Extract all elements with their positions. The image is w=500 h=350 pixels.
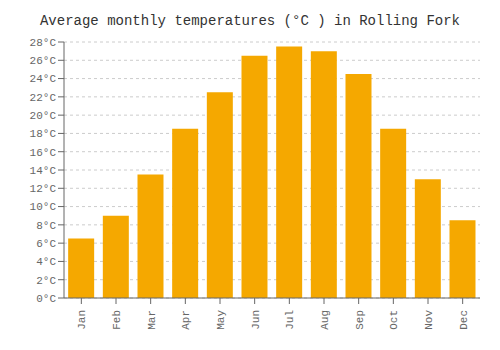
svg-text:Feb: Feb (111, 310, 123, 330)
svg-text:14°C: 14°C (30, 165, 57, 177)
svg-text:12°C: 12°C (30, 183, 57, 195)
html-text:Average monthly temperatures (: Average monthly temperatures (°C ) in Ro… (40, 13, 460, 29)
svg-text:May: May (215, 310, 227, 330)
svg-text:Oct: Oct (388, 310, 400, 330)
svg-text:2°C: 2°C (36, 275, 56, 287)
svg-text:Jul: Jul (284, 310, 296, 330)
svg-text:Apr: Apr (180, 310, 192, 330)
svg-text:Nov: Nov (423, 310, 435, 330)
svg-text:Aug: Aug (319, 310, 331, 330)
svg-text:16°C: 16°C (30, 147, 57, 159)
svg-text:Mar: Mar (146, 310, 158, 330)
svg-text:28°C: 28°C (30, 37, 57, 49)
svg-text:Dec: Dec (458, 310, 470, 330)
svg-text:8°C: 8°C (36, 220, 56, 232)
svg-text:4°C: 4°C (36, 256, 56, 268)
svg-text:Sep: Sep (354, 310, 366, 330)
svg-text:24°C: 24°C (30, 73, 57, 85)
svg-text:Jun: Jun (250, 310, 262, 330)
svg-text:18°C: 18°C (30, 128, 57, 140)
svg-text:20°C: 20°C (30, 110, 57, 122)
svg-text:10°C: 10°C (30, 201, 57, 213)
svg-text:6°C: 6°C (36, 238, 56, 250)
svg-text:22°C: 22°C (30, 92, 57, 104)
svg-text:0°C: 0°C (36, 293, 56, 305)
svg-text:Jan: Jan (76, 310, 88, 330)
svg-text:26°C: 26°C (30, 55, 57, 67)
